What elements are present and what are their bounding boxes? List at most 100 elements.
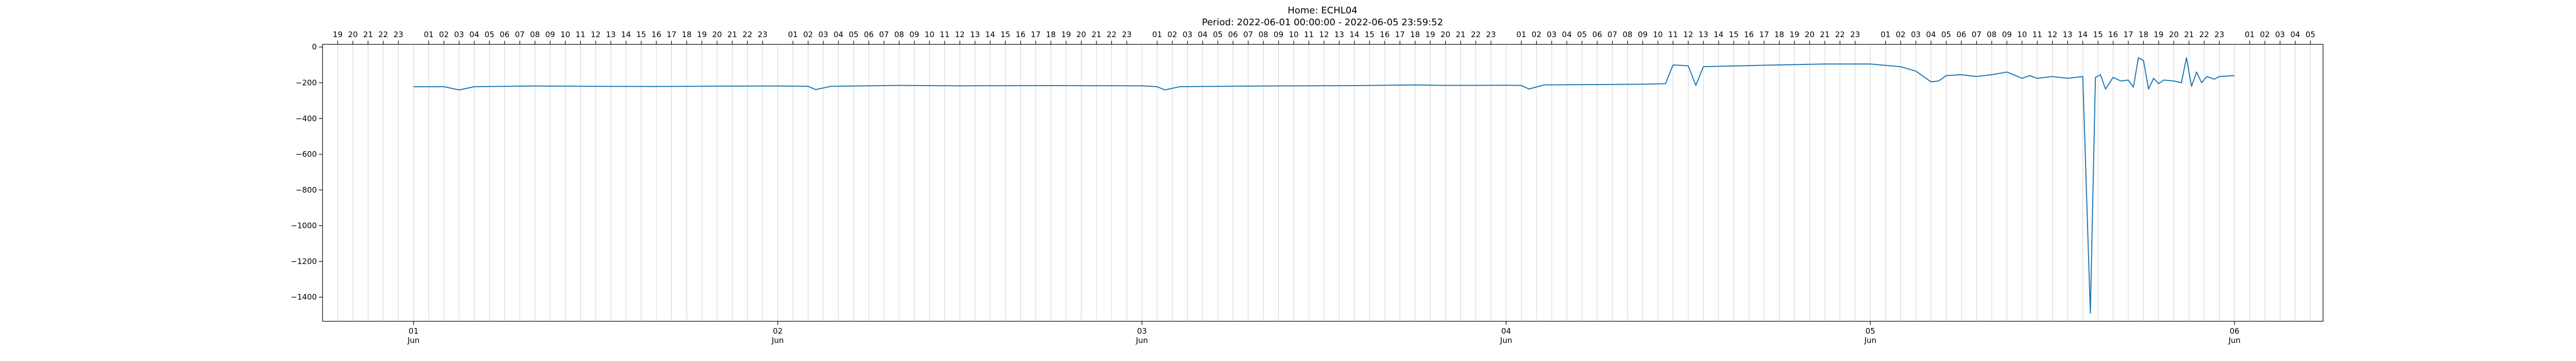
- x2-tick-label: 18: [682, 30, 691, 39]
- x2-tick-label: 11: [2032, 30, 2042, 39]
- x2-tick-label: 06: [1592, 30, 1602, 39]
- x2-tick-label: 19: [1061, 30, 1071, 39]
- y-tick-label: 0: [312, 42, 317, 52]
- x2-tick-label: 15: [1729, 30, 1739, 39]
- x2-tick-label: 18: [1410, 30, 1420, 39]
- x2-tick-label: 23: [758, 30, 768, 39]
- x2-tick-label: 22: [742, 30, 752, 39]
- x2-tick-label: 05: [1941, 30, 1951, 39]
- x2-tick-label: 16: [1380, 30, 1389, 39]
- x2-tick-label: 05: [1213, 30, 1223, 39]
- chart-subtitle: Period: 2022-06-01 00:00:00 - 2022-06-05…: [1202, 17, 1443, 28]
- x-tick-label: 03 Jun: [1136, 326, 1148, 345]
- x2-tick-label: 20: [2169, 30, 2179, 39]
- x2-tick-label: 22: [1107, 30, 1116, 39]
- x2-tick-label: 06: [864, 30, 874, 39]
- x2-tick-label: 12: [1683, 30, 1693, 39]
- x2-tick-label: 10: [1653, 30, 1663, 39]
- x2-tick-label: 23: [1850, 30, 1860, 39]
- x2-tick-label: 05: [849, 30, 858, 39]
- x2-tick-label: 01: [424, 30, 434, 39]
- x2-tick-label: 03: [818, 30, 828, 39]
- x2-tick-label: 22: [1471, 30, 1481, 39]
- x2-tick-label: 08: [894, 30, 904, 39]
- y-tick-label: −400: [296, 114, 317, 123]
- x2-tick-label: 05: [1577, 30, 1587, 39]
- x2-tick-label: 17: [667, 30, 676, 39]
- x-tick-label: 05 Jun: [1864, 326, 1876, 345]
- x2-tick-label: 01: [1880, 30, 1890, 39]
- x2-tick-label: 10: [1289, 30, 1299, 39]
- x2-tick-label: 17: [2123, 30, 2133, 39]
- x2-tick-label: 21: [1455, 30, 1465, 39]
- x2-tick-label: 23: [2214, 30, 2224, 39]
- x2-tick-label: 18: [2139, 30, 2148, 39]
- x2-tick-label: 14: [2078, 30, 2088, 39]
- x2-tick-label: 03: [2275, 30, 2285, 39]
- y-tick-label: −600: [296, 150, 317, 159]
- chart-title: Home: ECHL04: [1287, 5, 1357, 16]
- x2-tick-label: 21: [727, 30, 737, 39]
- x2-tick-label: 04: [1562, 30, 1572, 39]
- x2-tick-label: 22: [378, 30, 388, 39]
- x2-tick-label: 13: [606, 30, 616, 39]
- x2-tick-label: 09: [909, 30, 919, 39]
- x2-tick-label: 06: [500, 30, 510, 39]
- x2-tick-label: 18: [1046, 30, 1056, 39]
- x-tick-label: 04 Jun: [1500, 326, 1512, 345]
- x2-tick-label: 17: [1759, 30, 1769, 39]
- x2-tick-label: 04: [469, 30, 479, 39]
- x2-tick-label: 07: [515, 30, 524, 39]
- x2-tick-label: 13: [1699, 30, 1708, 39]
- x2-tick-label: 21: [2184, 30, 2194, 39]
- x2-tick-label: 06: [1228, 30, 1238, 39]
- x2-tick-label: 03: [1911, 30, 1921, 39]
- plot-frame: [322, 44, 2324, 322]
- x2-tick-label: 05: [2306, 30, 2315, 39]
- x2-tick-label: 19: [2154, 30, 2163, 39]
- x2-tick-label: 13: [2063, 30, 2073, 39]
- y-tick-label: −200: [296, 78, 317, 87]
- data-line: [413, 57, 2235, 314]
- x2-tick-label: 01: [2245, 30, 2255, 39]
- x2-tick-label: 17: [1395, 30, 1405, 39]
- x-tick-label: 02 Jun: [771, 326, 784, 345]
- x2-tick-label: 08: [1622, 30, 1632, 39]
- x2-tick-label: 02: [1532, 30, 1541, 39]
- x2-tick-label: 14: [621, 30, 631, 39]
- x2-tick-label: 05: [484, 30, 494, 39]
- x2-tick-label: 07: [1972, 30, 1981, 39]
- x2-tick-label: 09: [1638, 30, 1648, 39]
- x2-tick-label: 21: [1092, 30, 1101, 39]
- x2-tick-label: 17: [1031, 30, 1041, 39]
- x2-tick-label: 23: [394, 30, 403, 39]
- x2-tick-label: 03: [1182, 30, 1192, 39]
- x2-tick-label: 08: [1987, 30, 1996, 39]
- x2-tick-label: 20: [1076, 30, 1086, 39]
- x2-tick-label: 04: [1926, 30, 1936, 39]
- x2-tick-label: 01: [1152, 30, 1162, 39]
- x2-tick-label: 16: [2108, 30, 2118, 39]
- y-tick-label: −1200: [291, 257, 317, 266]
- x2-tick-label: 03: [454, 30, 464, 39]
- x-tick-label: 01 Jun: [407, 326, 419, 345]
- x2-tick-label: 19: [333, 30, 343, 39]
- y-tick-label: −800: [296, 185, 317, 194]
- x2-tick-label: 07: [1607, 30, 1617, 39]
- x2-tick-label: 22: [1835, 30, 1845, 39]
- x2-tick-label: 11: [1668, 30, 1678, 39]
- x2-tick-label: 13: [970, 30, 980, 39]
- y-tick-label: −1000: [291, 221, 317, 231]
- x2-tick-label: 08: [530, 30, 540, 39]
- x2-tick-label: 12: [955, 30, 965, 39]
- y-tick-label: −1400: [291, 292, 317, 302]
- x2-tick-label: 21: [363, 30, 373, 39]
- x2-tick-label: 16: [1015, 30, 1025, 39]
- x2-tick-label: 20: [348, 30, 358, 39]
- x2-tick-label: 11: [575, 30, 585, 39]
- x2-tick-label: 15: [2093, 30, 2103, 39]
- x2-tick-label: 08: [1259, 30, 1268, 39]
- x2-tick-label: 09: [1274, 30, 1283, 39]
- x2-tick-label: 16: [651, 30, 661, 39]
